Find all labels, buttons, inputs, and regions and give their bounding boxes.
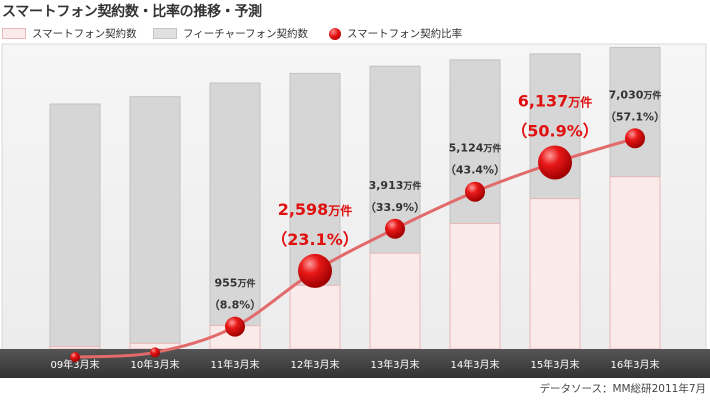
chart-title: スマートフォン契約数・比率の推移・予測 <box>2 4 262 20</box>
ratio-label: （8.8%） <box>209 299 262 312</box>
x-tick-label: 11年3月末 <box>210 358 259 371</box>
x-tick-labels: 09年3月末 10年3月末 11年3月末 12年3月末 13年3月末 14年3月末 15年3… <box>50 358 659 371</box>
legend-label-feature: フィーチャーフォン契約数 <box>183 28 309 40</box>
x-tick-label: 15年3月末 <box>530 358 579 371</box>
value-unit: 万件 <box>482 143 501 155</box>
legend-item-smartphone: スマートフォン契約数 <box>2 26 137 41</box>
ratio-point-0 <box>70 352 80 363</box>
feature-bar-3 <box>289 72 341 286</box>
x-tick-label: 16年3月末 <box>610 358 659 371</box>
x-tick-label: 10年3月末 <box>130 358 179 371</box>
legend-item-feature: フィーチャーフォン契約数 <box>153 26 308 41</box>
value-label: 2,598万件 <box>278 200 353 219</box>
smartphone-bar-5 <box>449 222 501 350</box>
ratio-label: （43.4%） <box>445 164 505 177</box>
value-number: 6,137 <box>518 91 569 110</box>
ratio-point-4 <box>385 218 405 239</box>
source-note: データソース：MM総研2011年7月 <box>539 383 707 395</box>
legend-item-ratio: スマートフォン契約比率 <box>329 26 462 41</box>
axis-band <box>0 349 710 378</box>
smartphone-bar-6 <box>529 198 581 350</box>
ratio-label: （23.1%） <box>271 230 359 249</box>
legend-swatch-feature <box>153 28 177 39</box>
feature-bar-7 <box>609 46 661 178</box>
legend-dot-ratio <box>329 27 341 40</box>
value-number: 5,124 <box>449 142 484 155</box>
ratio-point-6 <box>538 145 572 180</box>
value-label: 955万件 <box>215 277 256 290</box>
value-label: 3,913万件 <box>369 179 422 192</box>
value-label: 6,137万件 <box>518 91 593 110</box>
value-unit: 万件 <box>327 203 352 218</box>
smartphone-bar-4 <box>369 252 421 350</box>
value-unit: 万件 <box>402 180 421 192</box>
value-number: 2,598 <box>278 200 329 219</box>
value-unit: 万件 <box>567 94 592 109</box>
value-unit: 万件 <box>642 89 661 101</box>
feature-bar-1 <box>129 96 181 344</box>
feature-bar-2 <box>209 82 261 327</box>
value-label: 7,030万件 <box>609 88 662 101</box>
x-tick-label: 13年3月末 <box>370 358 419 371</box>
plot-panel <box>1 43 707 351</box>
feature-bar-0 <box>49 103 101 348</box>
smartphone-bar-0 <box>49 346 101 350</box>
ratio-point-2 <box>225 316 245 337</box>
ratio-label: （33.9%） <box>365 201 425 214</box>
x-tick-label: 14年3月末 <box>450 358 499 371</box>
value-number: 955 <box>215 277 238 290</box>
ratio-point-7 <box>625 128 645 149</box>
legend-label-ratio: スマートフォン契約比率 <box>347 28 463 40</box>
x-tick-label: 12年3月末 <box>290 358 339 371</box>
smartphone-bar-7 <box>609 176 661 350</box>
x-tick-label: 09年3月末 <box>50 358 99 371</box>
ratio-label: （50.9%） <box>511 121 599 140</box>
value-label: 5,124万件 <box>449 142 502 155</box>
bars-group <box>49 46 661 350</box>
legend-swatch-smartphone <box>2 28 26 39</box>
smartphone-bar-3 <box>289 284 341 350</box>
ratio-point-5 <box>465 181 485 202</box>
ratio-point-3 <box>298 253 332 288</box>
data-labels-group: 955万件（8.8%）2,598万件（23.1%）3,913万件（33.9%）5… <box>209 88 665 311</box>
legend-label-smartphone: スマートフォン契約数 <box>32 28 137 40</box>
value-unit: 万件 <box>236 278 255 290</box>
value-number: 3,913 <box>369 179 404 192</box>
ratio-point-1 <box>150 347 160 358</box>
value-number: 7,030 <box>609 88 644 101</box>
ratio-label: （57.1%） <box>605 110 665 123</box>
ratio-line-group <box>70 128 645 363</box>
